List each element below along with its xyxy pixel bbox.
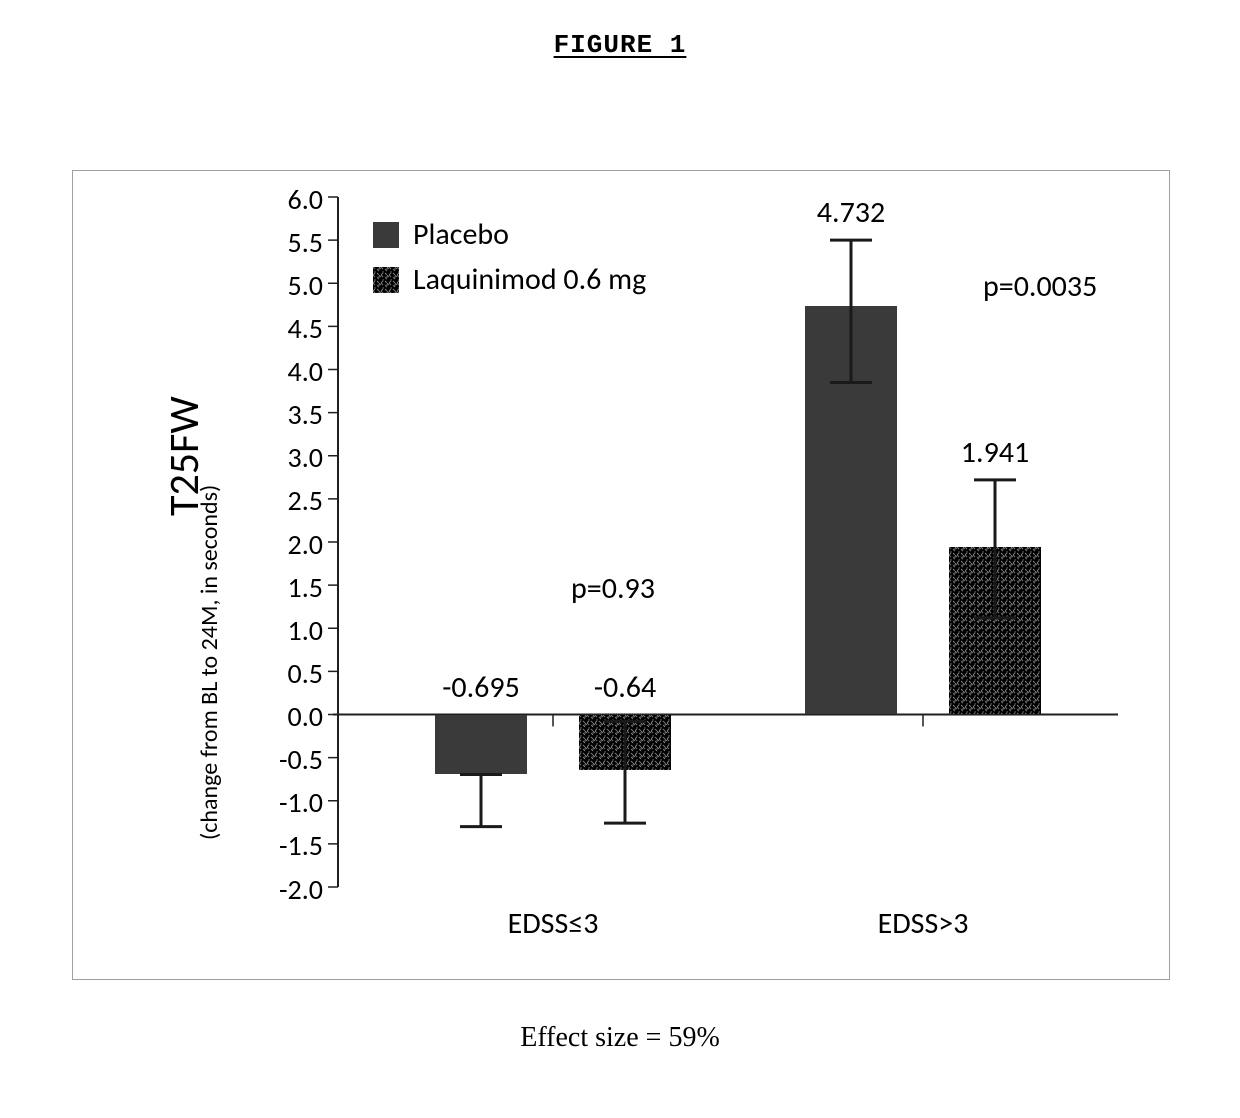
x-tick-label: EDSS≤3 <box>433 905 673 942</box>
y-tick-label: 4.0 <box>248 354 323 389</box>
value-label: 1.941 <box>905 434 1085 471</box>
y-tick-label: -0.5 <box>248 742 323 777</box>
y-tick-label: 1.0 <box>248 613 323 648</box>
caption-effect-size: Effect size = 59% <box>0 1022 1240 1054</box>
y-axis-subtitle: (change from BL to 24M, in seconds) <box>195 484 224 839</box>
y-tick-label: 5.5 <box>248 225 323 260</box>
legend-label: Laquinimod 0.6 mg <box>413 261 646 298</box>
y-tick-label: 3.5 <box>248 397 323 432</box>
legend-item: Placebo <box>373 216 646 253</box>
y-tick-label: -2.0 <box>248 872 323 907</box>
legend-label: Placebo <box>413 216 509 253</box>
p-value-label: p=0.0035 <box>983 268 1203 305</box>
value-label: -0.64 <box>535 669 715 706</box>
x-tick-label: EDSS>3 <box>803 905 1043 942</box>
p-value-label: p=0.93 <box>503 570 723 607</box>
legend-swatch <box>373 222 399 248</box>
y-tick-label: 0.0 <box>248 699 323 734</box>
y-tick-label: -1.0 <box>248 785 323 820</box>
y-tick-label: 4.5 <box>248 311 323 346</box>
y-tick-label: 2.5 <box>248 483 323 518</box>
y-tick-label: 3.0 <box>248 440 323 475</box>
legend: Placebo Laquinimod 0.6 mg <box>373 216 646 306</box>
y-tick-label: 2.0 <box>248 527 323 562</box>
legend-swatch <box>373 267 399 293</box>
plot-area: -0.695-0.64p=0.934.7321.941p=0.0035 Plac… <box>338 197 1118 887</box>
y-tick-label: 5.0 <box>248 268 323 303</box>
y-tick-label: 0.5 <box>248 656 323 691</box>
chart-frame: T25FW (change from BL to 24M, in seconds… <box>72 170 1170 980</box>
y-tick-label: 1.5 <box>248 570 323 605</box>
figure-title: FIGURE 1 <box>0 30 1240 60</box>
legend-item: Laquinimod 0.6 mg <box>373 261 646 298</box>
y-tick-label: -1.5 <box>248 828 323 863</box>
value-label: 4.732 <box>761 194 941 231</box>
y-tick-label: 6.0 <box>248 182 323 217</box>
